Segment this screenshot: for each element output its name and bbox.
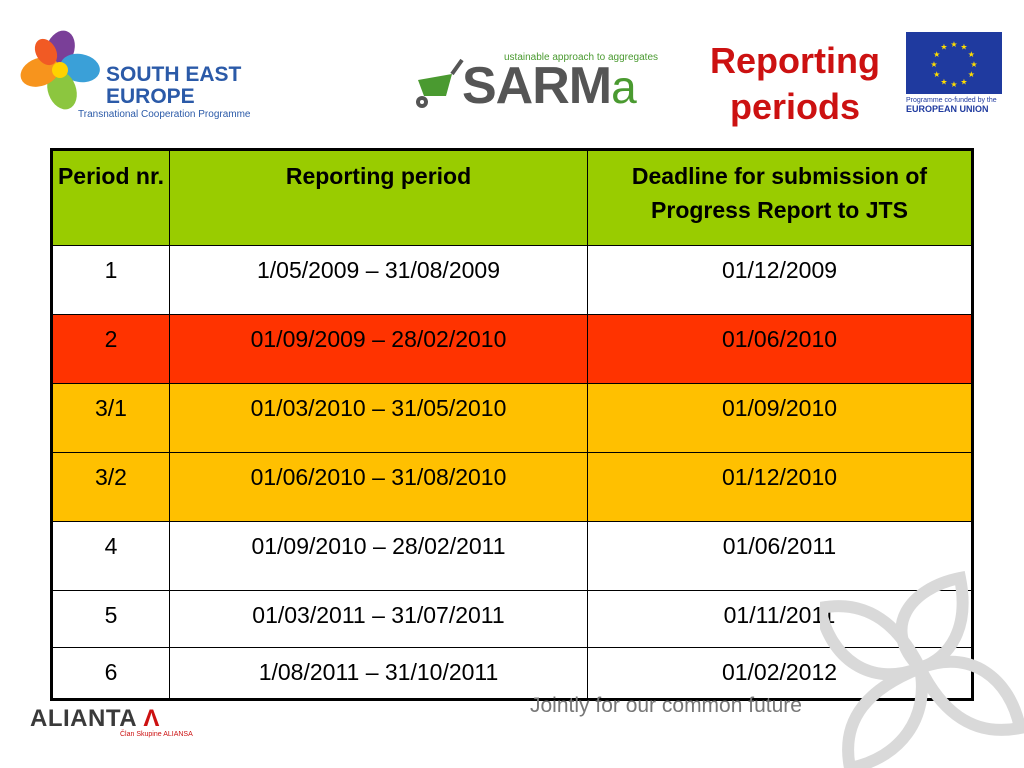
- cell-reporting-period: 1/08/2011 – 31/10/2011: [169, 647, 588, 700]
- eu-star-icon: ★: [960, 43, 967, 52]
- header-deadline: Deadline for submission of Progress Repo…: [587, 149, 973, 246]
- cell-reporting-period: 01/06/2010 – 31/08/2010: [169, 452, 588, 522]
- table-row: 3/1 01/03/2010 – 31/05/2010 01/09/2010: [51, 383, 973, 453]
- alianta-mark-icon: Λ: [143, 705, 160, 732]
- table-row: 4 01/09/2010 – 28/02/2011 01/06/2011: [51, 521, 973, 591]
- header-reporting-period: Reporting period: [169, 149, 588, 246]
- page-title: Reporting periods: [690, 38, 900, 130]
- cell-period-nr: 2: [51, 314, 170, 384]
- see-line2: EUROPE: [106, 85, 195, 108]
- cell-deadline: 01/12/2009: [587, 245, 973, 315]
- eu-flag-icon: ★ ★ ★ ★ ★ ★ ★ ★ ★ ★ ★ ★: [906, 32, 1002, 94]
- wheelbarrow-icon: [416, 58, 464, 108]
- eu-star-icon: ★: [968, 70, 975, 79]
- south-east-europe-logo: SOUTH EAST EUROPE Transnational Cooperat…: [20, 28, 260, 123]
- cell-deadline: 01/09/2010: [587, 383, 973, 453]
- table-row: 1 1/05/2009 – 31/08/2009 01/12/2009: [51, 245, 973, 315]
- eu-star-icon: ★: [968, 50, 975, 59]
- cell-period-nr: 1: [51, 245, 170, 315]
- alianta-word: ALIANTA: [30, 705, 137, 732]
- cell-reporting-period: 01/03/2010 – 31/05/2010: [169, 383, 588, 453]
- cell-reporting-period: 01/09/2009 – 28/02/2010: [169, 314, 588, 384]
- cell-deadline: 01/06/2010: [587, 314, 973, 384]
- eu-logo: ★ ★ ★ ★ ★ ★ ★ ★ ★ ★ ★ ★ Programme co-funded by the …: [906, 32, 1016, 114]
- cell-reporting-period: 01/03/2011 – 31/07/2011: [169, 590, 588, 648]
- eu-caption2: EUROPEAN UNION: [906, 104, 989, 114]
- eu-caption1: Programme co-funded by the: [906, 97, 997, 104]
- header-period-nr: Period nr.: [51, 149, 170, 246]
- see-flower-icon: [20, 30, 100, 110]
- eu-star-icon: ★: [933, 50, 940, 59]
- eu-star-icon: ★: [970, 60, 977, 69]
- eu-star-icon: ★: [930, 60, 937, 69]
- cell-period-nr: 6: [51, 647, 170, 700]
- title-line1: Reporting: [710, 40, 880, 81]
- alianta-logo: ALIANTA Λ Član Skupine ALIANSA: [30, 705, 193, 738]
- table-row: 2 01/09/2009 – 28/02/2010 01/06/2010: [51, 314, 973, 384]
- see-name: SOUTH EAST EUROPE: [106, 64, 241, 108]
- table-header-row: Period nr. Reporting period Deadline for…: [51, 149, 973, 246]
- table-row: 3/2 01/06/2010 – 31/08/2010 01/12/2010: [51, 452, 973, 522]
- cell-period-nr: 5: [51, 590, 170, 648]
- see-line1: SOUTH EAST: [106, 63, 242, 86]
- eu-star-icon: ★: [940, 43, 947, 52]
- cell-period-nr: 3/2: [51, 452, 170, 522]
- sarma-logo: ustainable approach to aggregates SARMa: [408, 46, 668, 116]
- eu-star-icon: ★: [940, 77, 947, 86]
- cell-deadline: 01/12/2010: [587, 452, 973, 522]
- cell-reporting-period: 01/09/2010 – 28/02/2011: [169, 521, 588, 591]
- eu-star-icon: ★: [950, 40, 957, 49]
- eu-star-icon: ★: [950, 80, 957, 89]
- cell-deadline: 01/06/2011: [587, 521, 973, 591]
- alianta-subtitle: Član Skupine ALIANSA: [120, 731, 193, 738]
- sarma-tagline: ustainable approach to aggregates: [504, 52, 659, 63]
- eu-star-icon: ★: [960, 77, 967, 86]
- sarma-wordmark: SARMa: [462, 57, 637, 115]
- see-subtitle: Transnational Cooperation Programme: [78, 109, 251, 120]
- cell-period-nr: 4: [51, 521, 170, 591]
- sarma-a: a: [611, 61, 637, 113]
- title-line2: periods: [729, 86, 861, 127]
- decorative-flower-icon: [820, 570, 1024, 768]
- eu-star-icon: ★: [933, 70, 940, 79]
- cell-reporting-period: 1/05/2009 – 31/08/2009: [169, 245, 588, 315]
- sarma-word: SARM: [462, 57, 612, 115]
- footer-tagline: Jointly for our common future: [530, 694, 802, 717]
- cell-period-nr: 3/1: [51, 383, 170, 453]
